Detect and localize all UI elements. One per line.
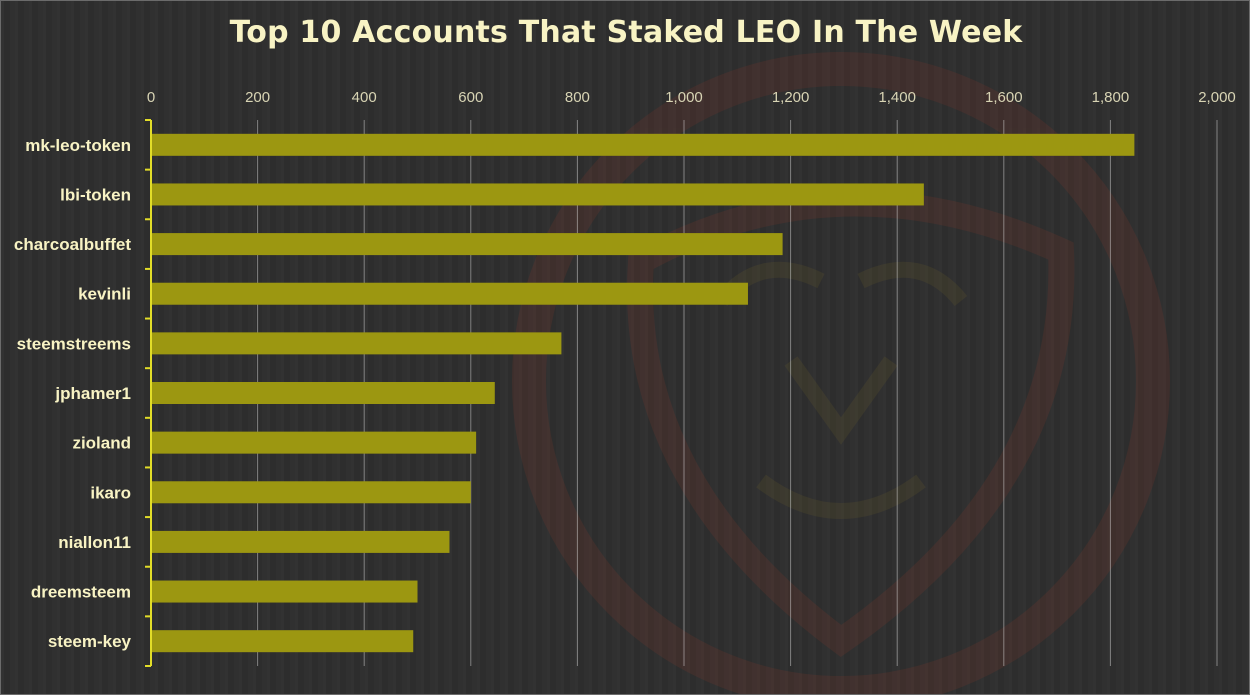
category-label: mk-leo-token (25, 136, 131, 155)
x-tick-label: 1,000 (665, 89, 703, 106)
bar-ikaro (151, 481, 471, 504)
bar-kevinli (151, 282, 748, 305)
x-tick-label: 600 (458, 89, 483, 106)
bar-niallon11 (151, 530, 450, 553)
category-label: jphamer1 (54, 384, 131, 403)
category-label: zioland (72, 434, 131, 453)
bar-steemstreems (151, 332, 562, 355)
chart-title: Top 10 Accounts That Staked LEO In The W… (229, 15, 1023, 50)
category-label: ikaro (90, 483, 131, 502)
x-tick-label: 2,000 (1198, 89, 1236, 106)
category-labels: mk-leo-token lbi-token charcoalbuffet kevin… (14, 136, 132, 651)
category-label: lbi-token (60, 185, 131, 204)
x-tick-label: 1,800 (1092, 89, 1130, 106)
x-tick-label: 0 (147, 89, 155, 106)
watermark-logo (512, 52, 1170, 694)
bar-dreemsteem (151, 580, 418, 603)
bar-jphamer1 (151, 382, 495, 404)
bar-charcoalbuffet (151, 233, 783, 256)
bar-zioland (151, 431, 477, 454)
x-tick-label: 1,600 (985, 89, 1023, 106)
value-axis-ticks: 0 200 400 600 800 1,000 1,200 1,400 1,600 1,800 2,… (147, 89, 1236, 106)
x-tick-label: 1,400 (878, 89, 916, 106)
category-label: niallon11 (58, 533, 131, 552)
category-label: steemstreems (17, 334, 131, 353)
category-label: kevinli (78, 285, 131, 304)
bar-steem-key (151, 630, 414, 653)
category-axis (145, 119, 152, 667)
x-tick-label: 400 (352, 89, 377, 106)
x-tick-label: 200 (245, 89, 270, 106)
x-tick-label: 800 (565, 89, 590, 106)
category-label: dreemsteem (31, 583, 131, 602)
bar-lbi-token (151, 183, 924, 206)
gridlines (257, 120, 1218, 666)
x-tick-label: 1,200 (772, 89, 810, 106)
bars (151, 133, 1135, 653)
category-label: charcoalbuffet (14, 235, 131, 254)
category-label: steem-key (48, 632, 132, 651)
bar-mk-leo-token (151, 133, 1135, 156)
